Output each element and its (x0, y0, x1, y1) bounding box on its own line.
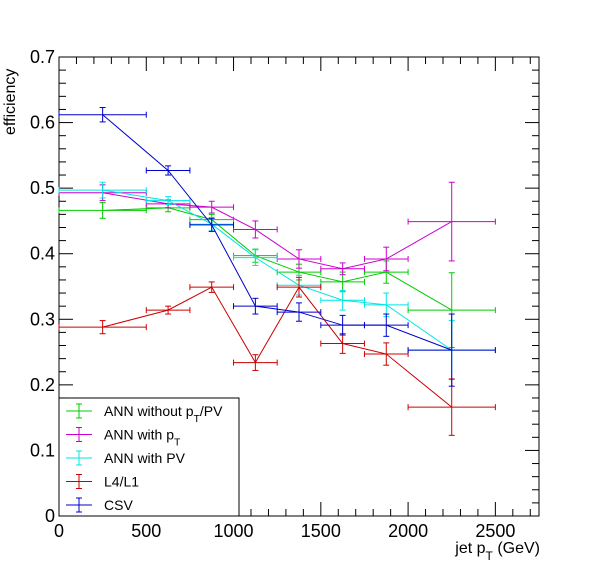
series-4 (58, 106, 496, 387)
data-point (233, 297, 278, 315)
data-point (276, 302, 322, 322)
data-point (363, 246, 409, 272)
data-point (233, 249, 278, 267)
legend-item: ANN with pT (66, 427, 181, 449)
y-tick-label: 0.1 (30, 440, 55, 460)
data-point (363, 342, 409, 366)
data-point (407, 181, 496, 262)
y-tick-label: 0.5 (30, 178, 55, 198)
y-tick-label: 0 (45, 506, 55, 526)
series-line (102, 286, 453, 408)
data-point (58, 106, 147, 123)
legend-label: L4/L1 (104, 474, 139, 490)
series-line (102, 207, 452, 311)
data-point (363, 313, 409, 337)
x-tick-label: 500 (131, 521, 161, 541)
legend-label: CSV (104, 497, 133, 513)
x-axis-title: jet pT (GeV) (454, 540, 540, 563)
data-point (145, 305, 191, 315)
y-tick-label: 0.7 (30, 47, 55, 67)
legend-label: ANN with PV (104, 450, 186, 466)
data-point (320, 262, 365, 276)
x-tick-label: 2000 (388, 521, 428, 541)
legend-item: ANN with PV (66, 450, 186, 466)
legend-box (58, 397, 240, 517)
data-point (189, 281, 235, 293)
y-tick-label: 0.4 (30, 244, 55, 264)
legend-label: ANN without pT/PV (104, 403, 223, 425)
y-axis-title: efficiency (2, 69, 19, 135)
y-tick-label: 0.6 (30, 113, 55, 133)
data-point (320, 289, 365, 311)
x-tick-label: 0 (54, 521, 64, 541)
data-point (233, 354, 278, 371)
y-tick-label: 0.2 (30, 375, 55, 395)
data-point (363, 292, 409, 318)
data-point (189, 217, 235, 232)
x-axis-ticks: 0 500 1000 1500 2000 2500 (54, 57, 531, 541)
data-point (320, 271, 365, 293)
series-layer (58, 106, 496, 436)
legend-label: ANN with pT (104, 427, 181, 449)
legend-item: ANN without pT/PV (66, 403, 223, 425)
data-point (145, 196, 191, 206)
data-point (276, 276, 322, 298)
x-tick-label: 1500 (301, 521, 341, 541)
legend-item: CSV (66, 497, 133, 513)
data-point (145, 165, 191, 176)
series-line (102, 189, 453, 351)
x-tick-label: 1000 (214, 521, 254, 541)
data-point (407, 313, 496, 387)
data-point (58, 320, 147, 335)
data-point (407, 378, 496, 436)
y-tick-label: 0.3 (30, 309, 55, 329)
x-tick-label: 2500 (475, 521, 515, 541)
data-point (58, 181, 147, 199)
legend-item: L4/L1 (66, 474, 139, 490)
